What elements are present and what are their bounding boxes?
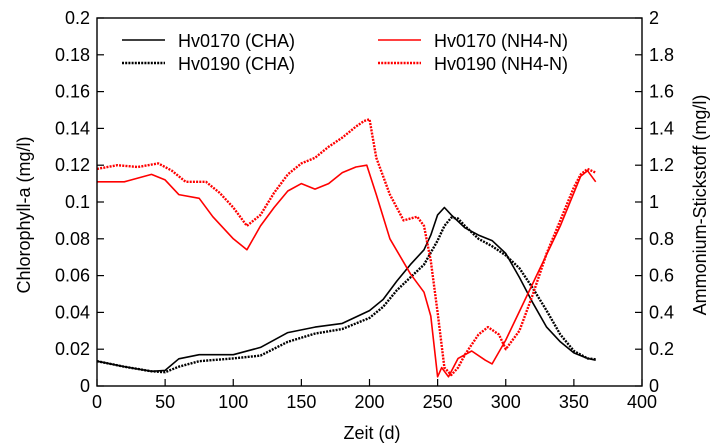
y-right-tick-label: 0.6 (649, 266, 674, 286)
x-tick-label: 0 (92, 392, 102, 412)
x-tick-label: 250 (423, 392, 453, 412)
x-tick-label: 200 (354, 392, 384, 412)
y-left-tick-label: 0.12 (55, 155, 90, 175)
y-left-tick-label: 0.18 (55, 45, 90, 65)
x-tick-label: 300 (491, 392, 521, 412)
y-left-tick-label: 0.06 (55, 266, 90, 286)
x-tick-label: 150 (286, 392, 316, 412)
x-tick-label: 400 (627, 392, 657, 412)
y-right-tick-label: 1.2 (649, 155, 674, 175)
y-left-tick-label: 0.2 (65, 8, 90, 28)
legend-label: Hv0170 (CHA) (178, 31, 295, 51)
legend: Hv0170 (CHA) Hv0190 (CHA) Hv0170 (NH4-N) Hv… (122, 31, 568, 74)
legend-label: Hv0190 (NH4-N) (434, 54, 568, 74)
y-left-tick-label: 0.16 (55, 82, 90, 102)
y-right-tick-label: 0.8 (649, 229, 674, 249)
y-right-tick-label: 1.4 (649, 118, 674, 138)
series-line-hv0170-cha (96, 206, 596, 373)
y-right-tick-label: 1 (649, 192, 659, 212)
y-right-tick-label: 1.8 (649, 45, 674, 65)
y-axis-left-title: Chlorophyll-a (mg/l) (14, 136, 34, 293)
y-right-tick-label: 0 (649, 376, 659, 396)
y-axis-right-title: Ammonium-Stickstoff (mg/l) (690, 95, 710, 316)
y-right-tick-label: 0.4 (649, 302, 674, 322)
y-left-tick-label: 0.04 (55, 302, 90, 322)
y-left-tick-label: 0.08 (55, 229, 90, 249)
plot-area (96, 117, 597, 378)
x-tick-label: 50 (155, 392, 175, 412)
x-tick-label: 100 (218, 392, 248, 412)
x-axis-title: Zeit (d) (343, 423, 400, 443)
y-left-tick-label: 0.1 (65, 192, 90, 212)
legend-label: Hv0170 (NH4-N) (434, 31, 568, 51)
y-left-tick-label: 0.14 (55, 118, 90, 138)
y-right-tick-label: 1.6 (649, 82, 674, 102)
y-left-tick-label: 0 (80, 376, 90, 396)
series-line-hv0170-nh4-n (97, 164, 597, 378)
y-left-tick-label: 0.02 (55, 339, 90, 359)
legend-label: Hv0190 (CHA) (178, 54, 295, 74)
series-line-hv0190-nh4-n (96, 117, 597, 377)
y-right-tick-label: 2 (649, 8, 659, 28)
y-right-tick-label: 0.2 (649, 339, 674, 359)
axes: 0 50 100 150 200 250 300 350 40000.020.040.060.0… (55, 8, 674, 412)
x-tick-label: 350 (559, 392, 589, 412)
series-line-hv0190-cha (96, 216, 596, 374)
